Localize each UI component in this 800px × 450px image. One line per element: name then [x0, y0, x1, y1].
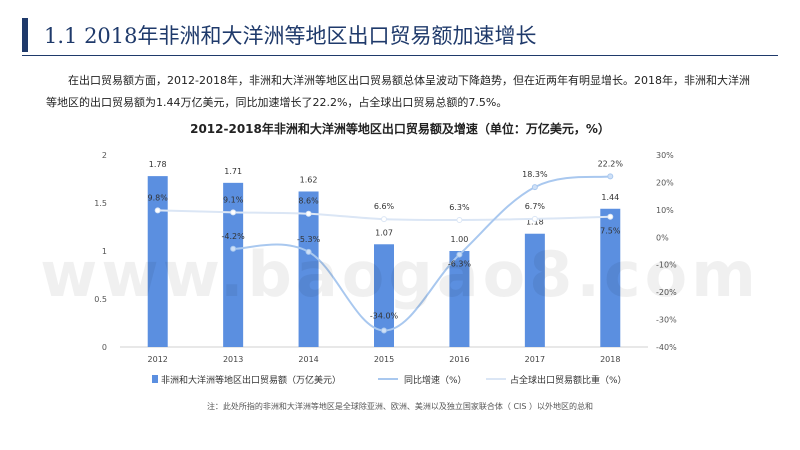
growth-value-label: -6.3%	[448, 260, 472, 269]
share-value-label: 7.5%	[600, 227, 621, 236]
bar-value-label: 1.07	[375, 228, 393, 237]
left-axis-tick-label: 0	[102, 343, 107, 352]
share-point	[381, 216, 387, 223]
left-axis-tick-label: 1	[102, 247, 107, 256]
share-point	[230, 209, 237, 216]
share-value-label: 9.1%	[223, 195, 244, 204]
growth-point	[381, 327, 387, 334]
bar-value-label: 1.18	[526, 218, 544, 227]
right-axis-tick-label: -20%	[656, 288, 677, 297]
growth-value-label: 18.3%	[522, 170, 548, 179]
share-point	[531, 215, 538, 222]
bar	[374, 244, 394, 347]
x-axis-tick-label: 2018	[600, 355, 620, 364]
share-value-label: 9.8%	[148, 193, 169, 202]
share-point	[456, 217, 463, 224]
left-axis-tick-label: 1.5	[94, 199, 107, 208]
bar-value-label: 1.78	[149, 160, 167, 169]
bar	[298, 191, 319, 347]
page-title: 1.1 2018年非洲和大洋洲等地区出口贸易额加速增长	[44, 24, 537, 48]
share-point	[607, 213, 614, 220]
growth-value-label: -4.2%	[222, 232, 246, 241]
share-value-label: 8.6%	[298, 197, 319, 206]
growth-point	[607, 173, 614, 180]
bar-value-label: 1.44	[601, 193, 619, 202]
x-axis-tick-label: 2014	[298, 355, 318, 364]
share-value-label: 6.3%	[449, 203, 470, 212]
growth-value-label: -34.0%	[370, 312, 399, 321]
right-axis-tick-label: 10%	[656, 206, 674, 215]
right-axis-tick-label: 0%	[656, 233, 669, 242]
growth-point	[456, 251, 463, 258]
right-axis-tick-label: 30%	[656, 151, 674, 160]
growth-value-label: 22.2%	[598, 159, 624, 168]
bar-value-label: 1.62	[300, 175, 318, 184]
bar	[223, 182, 244, 347]
intro-paragraph: 在出口贸易额方面，2012-2018年，非洲和大洋洲等地区出口贸易额总体呈波动下…	[46, 74, 750, 109]
right-axis-tick-label: 20%	[656, 178, 674, 187]
share-value-label: 6.6%	[374, 202, 395, 211]
bar	[600, 208, 621, 347]
share-value-label: 6.7%	[525, 202, 546, 211]
bar-value-label: 1.71	[224, 167, 242, 176]
bar	[524, 233, 545, 347]
title-divider	[22, 55, 778, 56]
right-axis-tick-label: -10%	[656, 261, 677, 270]
x-axis-tick-label: 2015	[374, 355, 394, 364]
bar-value-label: 1.00	[451, 235, 469, 244]
bar	[449, 251, 470, 347]
right-axis-tick-label: -30%	[656, 316, 677, 325]
legend-bar-swatch	[152, 375, 158, 383]
watermark: www.baogao8.com	[40, 238, 760, 311]
growth-point	[230, 245, 237, 252]
x-axis-tick-label: 2013	[223, 355, 243, 364]
x-axis-tick-label: 2012	[148, 355, 168, 364]
share-point	[154, 207, 161, 214]
legend-growth-label: 同比增速（%）	[404, 374, 467, 386]
x-axis-tick-label: 2017	[525, 355, 545, 364]
bar	[147, 176, 168, 347]
growth-value-label: -5.3%	[297, 235, 321, 244]
left-axis-tick-label: 0.5	[94, 295, 107, 304]
growth-point	[305, 248, 312, 255]
share-point	[305, 210, 312, 217]
legend-bar-label: 非洲和大洋洲等地区出口贸易额（万亿美元）	[161, 374, 341, 386]
right-axis-tick-label: -40%	[656, 343, 677, 352]
title-accent-bar	[22, 18, 28, 52]
legend-share-label: 占全球出口贸易额比重（%）	[510, 374, 627, 386]
chart-title: 2012-2018年非洲和大洋洲等地区出口贸易额及增速（单位：万亿美元，%）	[190, 122, 610, 136]
x-axis-tick-label: 2016	[449, 355, 469, 364]
left-axis-tick-label: 2	[102, 151, 107, 160]
footnote: 注：此处所指的非洲和大洋洲等地区是全球除亚洲、欧洲、美洲以及独立国家联合体（ C…	[206, 402, 594, 411]
growth-point	[531, 184, 538, 191]
